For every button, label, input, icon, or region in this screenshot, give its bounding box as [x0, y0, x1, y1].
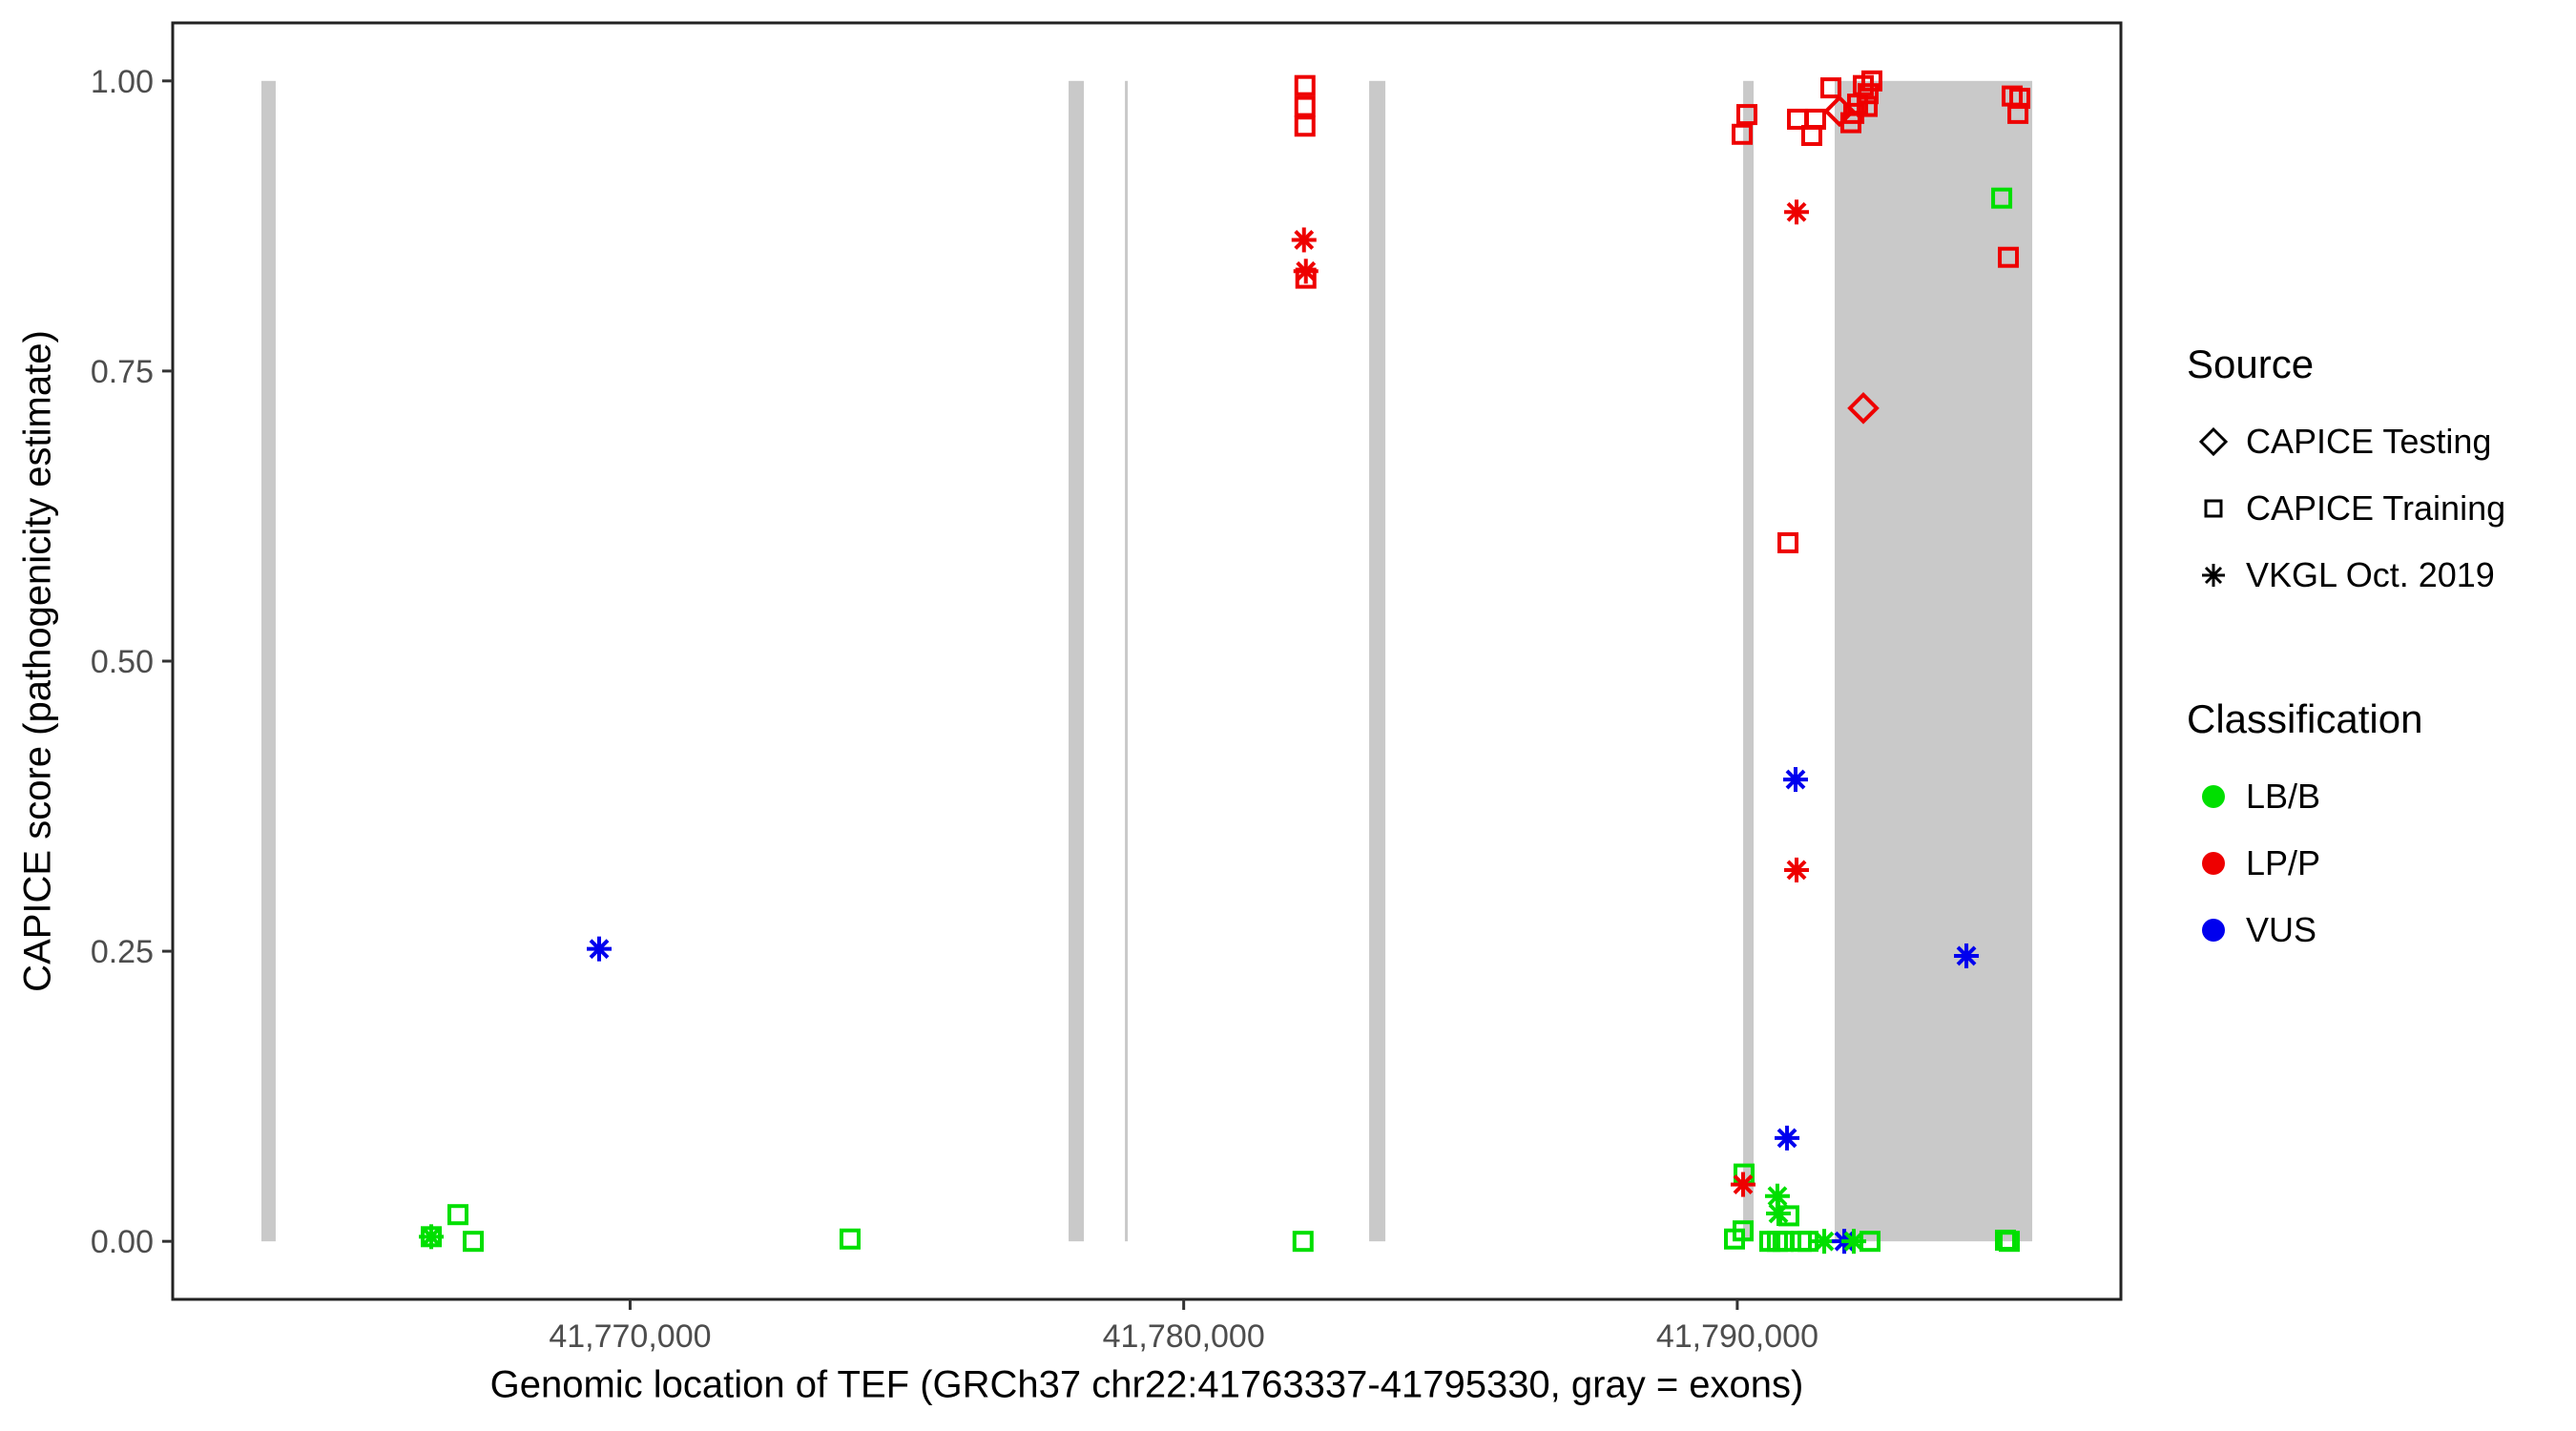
data-point-asterisk	[1782, 767, 1808, 793]
data-point-square	[2009, 88, 2031, 110]
data-point-square	[1820, 77, 1842, 99]
legend-gap	[2187, 609, 2568, 696]
y-tick-label: 0.75	[91, 354, 154, 390]
data-point-square	[1861, 70, 1883, 92]
data-point-asterisk	[1784, 857, 1810, 882]
data-point-square	[839, 1228, 861, 1250]
data-point-diamond	[1847, 392, 1880, 425]
square-icon	[2204, 499, 2223, 518]
data-point-asterisk	[587, 936, 613, 962]
exon-bar	[1369, 80, 1386, 1242]
exon-bar	[1069, 80, 1085, 1242]
y-tick-label: 0.50	[91, 644, 154, 680]
blue-dot-icon	[2202, 919, 2225, 942]
data-point-square	[1294, 74, 1316, 96]
legend-item-lpp: LP/P	[2187, 830, 2568, 897]
legend-source-title: Source	[2187, 342, 2315, 386]
data-point-square	[1857, 95, 1879, 117]
y-tick-label: 0.25	[91, 934, 154, 970]
data-point-asterisk	[419, 1224, 445, 1250]
data-point-square	[1859, 1231, 1881, 1253]
y-axis-title: CAPICE score (pathogenicity estimate)	[16, 330, 59, 992]
data-point-square	[1999, 1231, 2021, 1253]
data-point-square	[1805, 108, 1827, 130]
data-point-asterisk	[1775, 1125, 1800, 1151]
y-tick-label: 1.00	[91, 64, 154, 100]
data-point-square	[1735, 104, 1757, 126]
data-point-asterisk	[1954, 943, 1980, 968]
legend-item-label: VKGL Oct. 2019	[2246, 555, 2495, 594]
data-point-asterisk	[1730, 1172, 1755, 1197]
exon-bar	[1743, 80, 1755, 1242]
data-point-square	[1858, 83, 1880, 105]
exon-bar	[1125, 80, 1129, 1242]
data-point-square	[463, 1231, 485, 1253]
legend-item-vkgl: VKGL Oct. 2019	[2187, 542, 2568, 609]
data-point-square	[1991, 187, 2013, 209]
legend-item-capice-testing: CAPICE Testing	[2187, 408, 2568, 475]
diamond-icon	[2198, 426, 2229, 457]
x-tick-label: 41,770,000	[549, 1318, 711, 1355]
data-point-square	[1998, 246, 2020, 268]
data-point-square	[1732, 123, 1754, 145]
x-tick-label: 41,780,000	[1103, 1318, 1265, 1355]
data-point-square	[1732, 1220, 1754, 1242]
legend-classification-title: Classification	[2187, 696, 2423, 741]
data-point-square	[1777, 1205, 1799, 1227]
data-point-square	[447, 1204, 468, 1226]
data-point-square	[1294, 115, 1316, 137]
legend-item-label: LB/B	[2246, 777, 2321, 816]
legend-item-vus: VUS	[2187, 897, 2568, 964]
y-tick-label: 0.00	[91, 1224, 154, 1260]
x-tick-label: 41,790,000	[1656, 1318, 1818, 1355]
legend-item-label: CAPICE Training	[2246, 488, 2506, 528]
x-axis-title: Genomic location of TEF (GRCh37 chr22:41…	[489, 1363, 1804, 1406]
red-dot-icon	[2202, 852, 2225, 875]
data-point-asterisk	[1784, 199, 1810, 225]
legend-item-label: LP/P	[2246, 843, 2321, 882]
data-point-square	[1295, 267, 1317, 289]
legend-item-capice-training: CAPICE Training	[2187, 475, 2568, 542]
green-dot-icon	[2202, 785, 2225, 808]
exon-bar	[1835, 80, 2033, 1242]
panel-border	[171, 21, 2123, 1301]
data-point-asterisk	[1291, 227, 1317, 253]
asterisk-icon	[2202, 564, 2225, 587]
exon-bar	[261, 80, 276, 1242]
data-point-square	[1777, 531, 1799, 553]
data-point-square	[1294, 95, 1316, 117]
data-point-square	[2007, 102, 2029, 124]
legend: Source CAPICE Testing CAPICE Training	[2187, 342, 2568, 964]
legend-item-label: CAPICE Testing	[2246, 422, 2492, 461]
data-point-square	[1292, 1231, 1314, 1253]
legend-item-lbb: LB/B	[2187, 763, 2568, 830]
legend-item-label: VUS	[2246, 910, 2317, 949]
